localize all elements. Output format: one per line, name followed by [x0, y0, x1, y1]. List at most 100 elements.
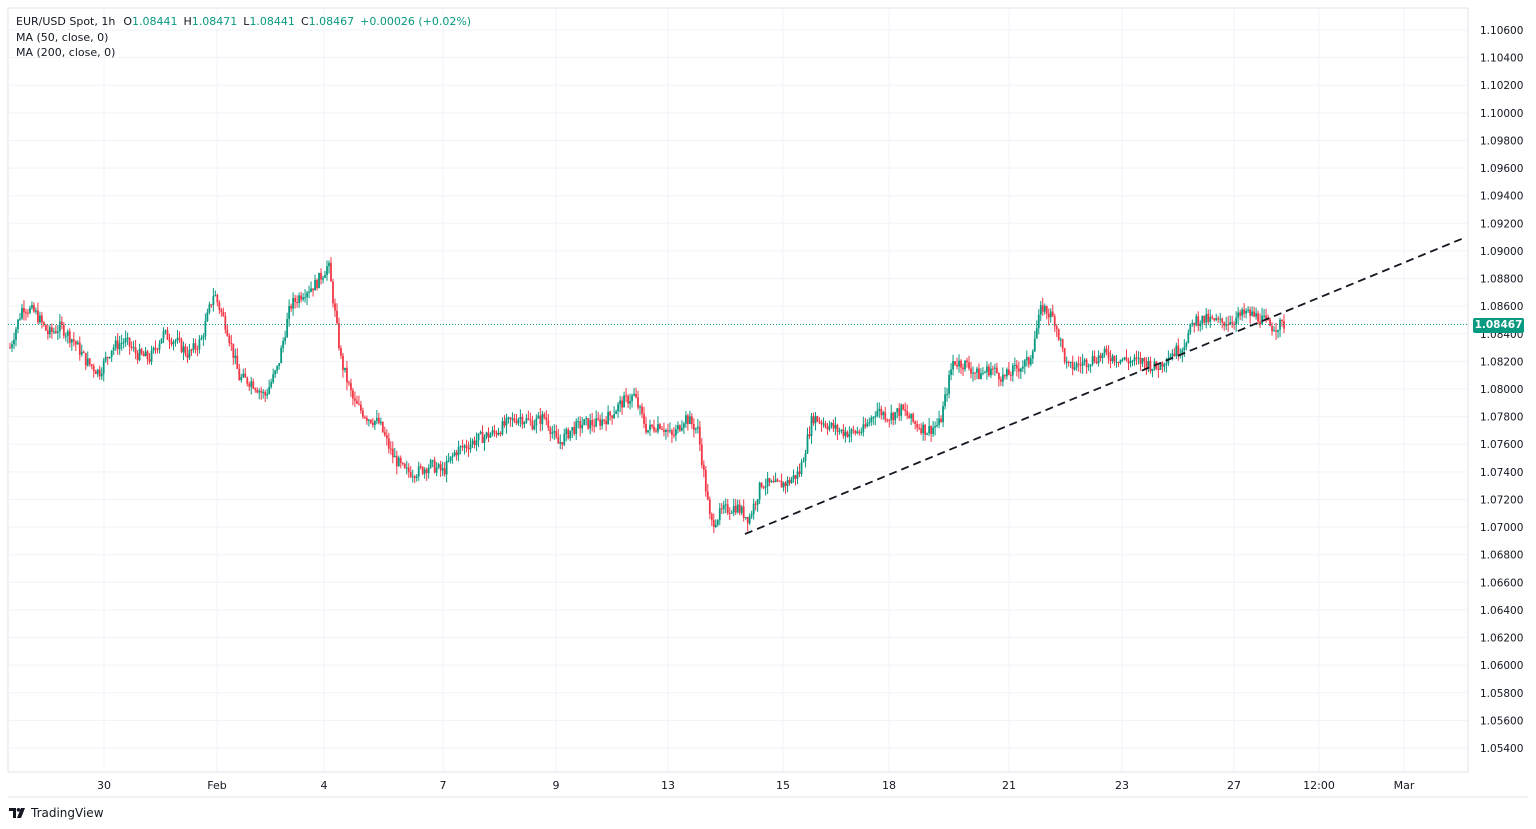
candle-body [344, 367, 346, 371]
candle-body [1059, 339, 1062, 341]
candle-body [702, 464, 705, 470]
candle-body [192, 343, 195, 351]
candle-body [902, 404, 905, 410]
candle-body [1077, 363, 1080, 365]
candle-body [982, 372, 984, 374]
candle-body [1143, 358, 1146, 362]
price-axis[interactable]: 1.10600 1.10400 1.10200 1.10000 1.09800 1.096… [1480, 25, 1523, 755]
symbol-label[interactable]: EUR/USD Spot, 1h [16, 15, 116, 28]
candle-body [609, 411, 612, 416]
candle-body [543, 414, 546, 418]
candle-body [314, 279, 316, 291]
candle-body [946, 393, 948, 395]
candle-body [732, 505, 735, 513]
candle-body [1045, 305, 1048, 314]
candle-body [655, 430, 657, 432]
candle-body [1095, 361, 1098, 364]
candle-body [553, 431, 556, 433]
candle-body [682, 423, 685, 428]
candle-body [481, 431, 484, 443]
candle-body [1159, 362, 1162, 370]
candle-body [268, 386, 271, 394]
candle-body [728, 512, 731, 514]
candle-body [840, 429, 843, 431]
candle-body [1255, 313, 1257, 317]
candle-body [684, 415, 687, 424]
candle-body [1089, 364, 1092, 367]
candle-body [332, 281, 334, 304]
candle-body [1251, 311, 1254, 316]
candle-body [938, 418, 940, 426]
time-axis[interactable]: 30 Feb 4 7 9 13 15 18 21 23 27 12:00 Mar [97, 779, 1415, 792]
indicator-ma50[interactable]: MA (50, close, 0) [16, 30, 109, 44]
symbol-row[interactable]: EUR/USD Spot, 1h O1.08441 H1.08471 L1.08… [16, 14, 471, 30]
candle-body [786, 479, 789, 487]
time-tick-label: 12:00 [1303, 779, 1335, 792]
candle-body [842, 429, 845, 436]
candle-body [565, 429, 568, 434]
candle-body [1161, 362, 1164, 367]
ascending-trendline [744, 236, 1467, 535]
candle-body [944, 394, 946, 407]
price-tick-label: 1.09000 [1480, 246, 1523, 258]
candle-body [322, 277, 324, 280]
candle-body [673, 434, 675, 436]
candle-body [916, 423, 919, 428]
candle-body [98, 369, 101, 377]
candle-body [126, 337, 129, 339]
time-tick-label: 9 [553, 779, 560, 792]
candle-body [1269, 319, 1271, 326]
candle-body [798, 471, 801, 474]
candle-body [52, 331, 55, 333]
candle-body [1009, 374, 1012, 376]
candle-body [104, 357, 107, 361]
candle-body [527, 418, 530, 420]
candle-body [599, 419, 602, 426]
trendline[interactable] [744, 236, 1467, 535]
chart-legend: EUR/USD Spot, 1h O1.08441 H1.08471 L1.08… [16, 14, 471, 61]
candle-body [212, 296, 215, 305]
candle-body [324, 275, 326, 278]
candle-body [541, 414, 544, 425]
candle-body [852, 429, 855, 431]
candle-body [1243, 309, 1246, 314]
candle-body [68, 331, 71, 343]
candle-body [896, 408, 899, 413]
candle-body [254, 388, 257, 390]
candle-body [66, 331, 69, 336]
candle-body [804, 453, 807, 461]
candle-body [1175, 345, 1178, 356]
symbol-name[interactable]: EUR/USD Spot [16, 15, 95, 28]
interval-label[interactable]: 1h [101, 15, 116, 28]
candle-body [533, 425, 536, 430]
candle-body [112, 347, 115, 351]
candle-body [718, 508, 721, 521]
candle-body [290, 306, 293, 309]
candle-body [501, 421, 504, 435]
candle-body [505, 417, 508, 426]
tradingview-logo[interactable]: TradingView [9, 806, 104, 820]
candle-body [894, 412, 897, 421]
candle-body [677, 425, 679, 430]
price-tick-label: 1.10400 [1480, 53, 1523, 65]
time-tick-label: 13 [661, 779, 675, 792]
candle-body [1275, 330, 1277, 332]
candle-body [453, 452, 456, 456]
candle-body [619, 400, 621, 405]
indicator-ma200[interactable]: MA (200, close, 0) [16, 46, 116, 59]
candle-body [1163, 364, 1166, 367]
candle-body [792, 475, 795, 480]
candle-body [631, 395, 633, 402]
candle-body [361, 410, 364, 417]
candle-body [551, 432, 554, 434]
candle-body [256, 389, 259, 393]
candle-body [76, 342, 79, 345]
candle-body [1141, 358, 1144, 364]
candle-body [1129, 361, 1132, 364]
candle-body [1001, 374, 1004, 382]
candle-body [972, 372, 974, 374]
candle-body [27, 312, 29, 314]
ohlc-close: C1.08467 [301, 14, 354, 30]
candle-body [346, 367, 348, 383]
